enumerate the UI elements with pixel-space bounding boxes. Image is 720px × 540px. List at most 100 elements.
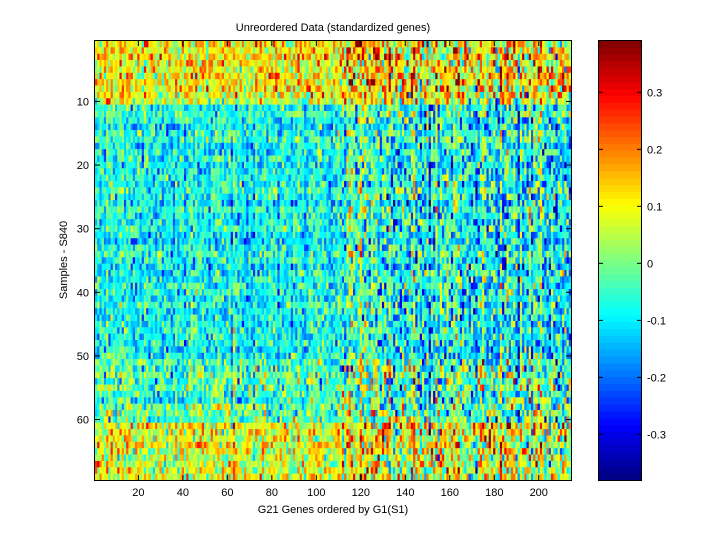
heatmap-cell	[143, 98, 147, 105]
heatmap-cell	[435, 79, 438, 86]
heatmap-cell	[408, 98, 412, 105]
heatmap-cell	[279, 66, 283, 74]
heatmap-cell	[395, 79, 398, 86]
heatmap-cell	[455, 155, 458, 163]
heatmap-cell	[148, 130, 151, 137]
heatmap-cell	[548, 98, 552, 105]
heatmap-cell	[439, 60, 443, 67]
heatmap-cell	[264, 91, 267, 99]
heatmap-cell	[226, 180, 229, 188]
heatmap-cell	[281, 174, 285, 182]
heatmap-cell	[546, 155, 550, 163]
heatmap-cell	[470, 149, 474, 156]
heatmap-cell	[248, 79, 252, 86]
heatmap-cell	[459, 79, 463, 86]
heatmap-cell	[217, 53, 220, 61]
heatmap-cell	[475, 155, 478, 163]
heatmap-cell	[408, 41, 412, 48]
heatmap-cell	[210, 66, 214, 74]
heatmap-cell	[533, 180, 536, 188]
heatmap-cell	[264, 180, 267, 188]
heatmap-cell	[208, 130, 212, 137]
heatmap-cell	[381, 123, 385, 131]
heatmap-cell	[462, 60, 465, 67]
heatmap-cell	[208, 98, 212, 105]
heatmap-cell	[219, 117, 223, 125]
heatmap-cell	[428, 66, 432, 74]
heatmap-cell	[444, 174, 447, 182]
heatmap-cell	[141, 130, 145, 137]
heatmap-cell	[288, 149, 292, 156]
heatmap-cell	[522, 142, 525, 150]
heatmap-cell	[504, 161, 507, 169]
heatmap-cell	[341, 79, 345, 86]
heatmap-cells	[95, 41, 572, 481]
heatmap-cell	[519, 41, 523, 48]
heatmap-cell	[277, 98, 280, 105]
heatmap-cell	[95, 104, 98, 112]
heatmap-cell	[148, 104, 151, 112]
heatmap-cell	[268, 47, 272, 55]
heatmap-cell	[373, 117, 376, 125]
heatmap-cell	[457, 155, 461, 163]
heatmap-cell	[284, 130, 287, 137]
heatmap-cell	[306, 161, 309, 169]
heatmap-cell	[439, 91, 443, 99]
heatmap-cell	[553, 85, 556, 93]
heatmap-cell	[95, 91, 98, 99]
heatmap-cell	[559, 91, 563, 99]
heatmap-cell	[310, 174, 314, 182]
heatmap-cell	[150, 130, 154, 137]
heatmap-cell	[201, 98, 205, 105]
heatmap-cell	[106, 117, 109, 125]
heatmap-cell	[562, 104, 565, 112]
heatmap-cell	[244, 66, 247, 74]
heatmap-cell	[459, 155, 463, 163]
heatmap-cell	[346, 53, 349, 61]
heatmap-cell	[232, 123, 236, 131]
heatmap-cell	[188, 180, 191, 188]
heatmap-cell	[493, 98, 496, 105]
heatmap-cell	[188, 130, 191, 137]
heatmap-cell	[112, 180, 116, 188]
heatmap-cell	[359, 161, 363, 169]
heatmap-cell	[566, 174, 570, 182]
heatmap-cell	[484, 155, 487, 163]
heatmap-cell	[357, 72, 361, 80]
heatmap-cell	[375, 79, 378, 86]
heatmap-cell	[493, 66, 496, 74]
heatmap-cell	[272, 60, 276, 67]
heatmap-cell	[508, 155, 512, 163]
heatmap-cell	[444, 130, 447, 137]
heatmap-cell	[112, 85, 116, 93]
heatmap-cell	[475, 136, 478, 144]
heatmap-cell	[317, 47, 320, 55]
heatmap-cell	[115, 130, 118, 137]
heatmap-cell	[252, 47, 256, 55]
heatmap-cell	[277, 155, 280, 163]
heatmap-cell	[417, 180, 421, 188]
heatmap-cell	[181, 110, 185, 118]
heatmap-cell	[453, 60, 456, 67]
heatmap-cell	[388, 47, 392, 55]
heatmap-cell	[192, 130, 196, 137]
heatmap-cell	[517, 98, 521, 105]
heatmap-cell	[137, 104, 140, 112]
heatmap-cell	[252, 130, 256, 137]
heatmap-cell	[421, 117, 425, 125]
heatmap-cell	[364, 91, 367, 99]
heatmap-cell	[479, 72, 483, 80]
heatmap-cell	[170, 79, 174, 86]
heatmap-cell	[157, 187, 160, 195]
heatmap-cell	[328, 155, 332, 163]
heatmap-cell	[206, 149, 209, 156]
heatmap-cell	[526, 123, 530, 131]
heatmap-cell	[117, 117, 120, 125]
heatmap-cell	[272, 66, 276, 74]
heatmap-cell	[130, 130, 134, 137]
heatmap-cell	[168, 91, 171, 99]
heatmap-cell	[106, 98, 109, 105]
heatmap-cell	[210, 53, 214, 61]
heatmap-cell	[564, 123, 567, 131]
heatmap-cell	[444, 155, 447, 163]
